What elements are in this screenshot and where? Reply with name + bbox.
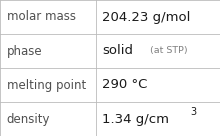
Text: 1.34 g/cm: 1.34 g/cm <box>102 112 169 126</box>
Text: (at STP): (at STP) <box>147 47 187 55</box>
Text: density: density <box>7 112 50 126</box>
Text: 290 °C: 290 °C <box>102 78 148 92</box>
Text: phase: phase <box>7 44 42 58</box>
Text: 204.23 g/mol: 204.23 g/mol <box>102 10 191 24</box>
Text: solid: solid <box>102 44 133 58</box>
Text: melting point: melting point <box>7 78 86 92</box>
Text: 3: 3 <box>190 106 196 117</box>
Text: molar mass: molar mass <box>7 10 76 24</box>
